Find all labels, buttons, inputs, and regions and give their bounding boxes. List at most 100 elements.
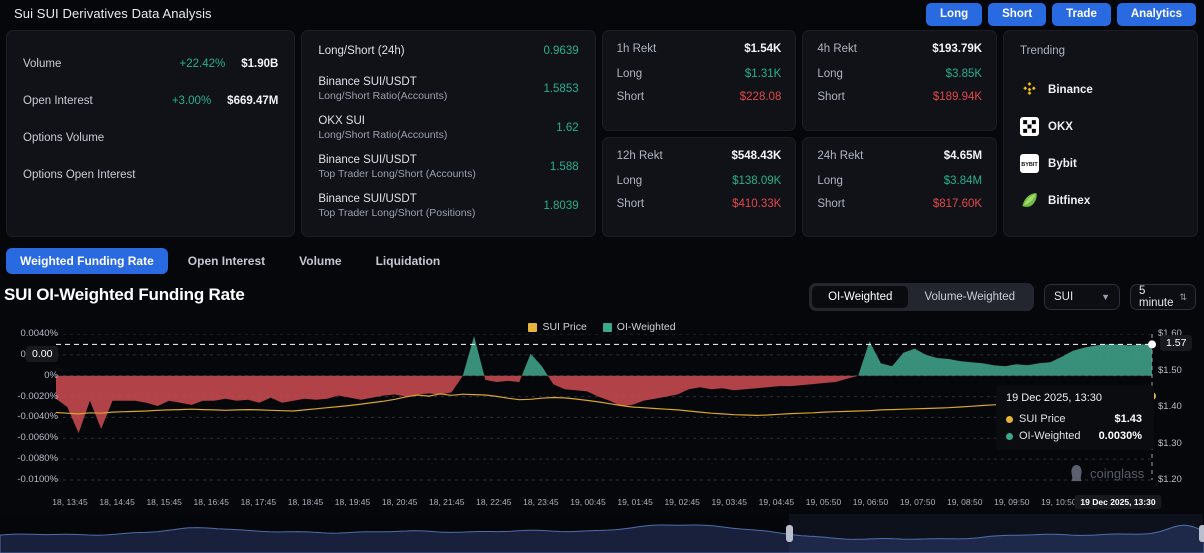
top-actions: Long Short Trade Analytics — [926, 3, 1196, 26]
right-axis-badge: 1.57 — [1160, 335, 1193, 352]
rekt-title: 1h Rekt — [616, 43, 657, 55]
legend-item-oi-weighted[interactable]: OI-Weighted — [602, 321, 676, 333]
x-axis-tick: 19, 01:45 — [617, 497, 653, 507]
y2-axis-tick: $1.30 — [1158, 437, 1182, 449]
stat-label: Open Interest — [23, 94, 93, 107]
navigator-window[interactable] — [788, 514, 1203, 553]
x-axis-tick: 19, 09:50 — [994, 497, 1030, 507]
y-axis-tick: -0.0100% — [17, 474, 58, 485]
chart-title: SUI OI-Weighted Funding Rate — [4, 285, 245, 304]
symbol-select[interactable]: SUI ▼ — [1044, 284, 1120, 310]
lsr-row: Binance SUI/USDT Long/Short Ratio(Accoun… — [318, 69, 578, 108]
trending-item-bitfinex[interactable]: Bitfinex — [1020, 182, 1181, 219]
weighting-toggle: OI-Weighted Volume-Weighted — [809, 283, 1034, 311]
watermark: coinglass — [1068, 464, 1144, 483]
tooltip-label: OI-Weighted — [1019, 430, 1081, 442]
svg-text:BYBIT: BYBIT — [1021, 162, 1038, 168]
x-axis-tick: 19, 10:50 — [1041, 497, 1077, 507]
x-axis-tick: 18, 17:45 — [240, 497, 277, 507]
lsr-value: 1.5853 — [543, 83, 579, 95]
lsr-value: 1.62 — [556, 122, 579, 134]
funding-rate-chart[interactable] — [0, 333, 1204, 514]
interval-select-value: 5 minute — [1139, 285, 1174, 309]
y2-axis-tick: $1.20 — [1158, 474, 1182, 485]
bitfinex-icon — [1022, 193, 1037, 207]
long-button[interactable]: Long — [926, 3, 983, 26]
legend-label: OI-Weighted — [616, 321, 676, 333]
interval-select[interactable]: 5 minute ⇅ — [1130, 284, 1196, 310]
stat-row-volume: Volume +22.42% $1.90B — [23, 45, 278, 82]
stat-row-options-open-interest: Options Open Interest — [23, 156, 278, 193]
x-axis-tick: 18, 14:45 — [99, 497, 135, 507]
navigator-handle-left[interactable] — [785, 525, 793, 542]
summary-cards: Volume +22.42% $1.90B Open Interest +3.0… — [6, 30, 1198, 237]
tooltip-time: 19 Dec 2025, 13:30 — [1006, 392, 1103, 404]
chart-tabs: Weighted Funding Rate Open Interest Volu… — [6, 248, 454, 274]
tooltip-row-sui-price: SUI Price $1.43 — [1006, 413, 1142, 425]
stat-change: +22.42% — [179, 57, 226, 70]
rekt-long-label: Long — [616, 174, 643, 187]
x-axis-tick: 19, 00:45 — [570, 497, 606, 507]
trending-item-label: Bitfinex — [1048, 194, 1091, 207]
rekt-total: $4.65M — [943, 149, 983, 162]
navigator-handle-right[interactable] — [1198, 525, 1204, 542]
rekt-short-label: Short — [817, 91, 845, 103]
rekt-title: 12h Rekt — [616, 149, 663, 162]
volume-weighted-option[interactable]: Volume-Weighted — [924, 291, 1015, 303]
okx-icon — [1020, 117, 1040, 136]
rekt-long-label: Long — [817, 68, 843, 80]
chart-controls: OI-Weighted Volume-Weighted SUI ▼ 5 minu… — [809, 283, 1196, 311]
x-axis-tick: 18, 16:45 — [193, 497, 229, 507]
short-button[interactable]: Short — [988, 3, 1047, 26]
x-axis: 18, 13:45 18, 14:45 18, 15:45 18, 16:45 18, … — [0, 497, 1204, 511]
tab-open-interest[interactable]: Open Interest — [187, 254, 266, 268]
lsr-title: Binance SUI/USDT — [318, 193, 417, 205]
trade-button[interactable]: Trade — [1052, 3, 1111, 26]
legend-item-sui-price[interactable]: SUI Price — [528, 321, 587, 333]
lsr-value: 1.8039 — [543, 200, 579, 212]
tooltip-value: $1.43 — [1114, 413, 1142, 425]
chevron-down-icon: ▼ — [1101, 292, 1110, 302]
x-axis-tick: 19, 02:45 — [664, 497, 700, 507]
left-axis-badge: 0.00 — [26, 345, 59, 362]
stats-card: Volume +22.42% $1.90B Open Interest +3.0… — [6, 30, 296, 237]
tooltip-value: 0.0030% — [1098, 430, 1142, 442]
chart-canvas — [55, 333, 1156, 481]
lsr-row: Binance SUI/USDT Top Trader Long/Short (… — [318, 186, 578, 225]
rekt-total: $548.43K — [731, 149, 782, 162]
lsr-subtitle: Top Trader Long/Short (Accounts) — [318, 168, 476, 180]
trending-item-okx[interactable]: OKX — [1020, 108, 1181, 145]
x-axis-badge: 19 Dec 2025, 13:30 — [1074, 495, 1162, 509]
trending-item-binance[interactable]: Binance — [1020, 71, 1181, 108]
lsr-row: OKX SUI Long/Short Ratio(Accounts) 1.62 — [318, 108, 578, 147]
analytics-button[interactable]: Analytics — [1116, 3, 1196, 26]
y2-axis-tick: $1.40 — [1158, 401, 1182, 412]
rekt-title: 24h Rekt — [817, 149, 864, 162]
tab-weighted-funding-rate[interactable]: Weighted Funding Rate — [6, 248, 168, 274]
tab-liquidation[interactable]: Liquidation — [375, 254, 441, 268]
chart-navigator[interactable] — [0, 514, 1204, 553]
x-axis-tick: 18, 19:45 — [334, 497, 371, 507]
x-axis-tick: 19, 05:50 — [805, 497, 842, 507]
x-axis-tick: 19, 03:45 — [711, 497, 747, 507]
tab-volume[interactable]: Volume — [299, 254, 342, 268]
long-short-card: Long/Short (24h) 0.9639 Binance SUI/USDT… — [301, 30, 596, 237]
x-axis-tick: 18, 22:45 — [476, 497, 512, 507]
x-axis-tick: 19, 08:50 — [946, 497, 983, 507]
trending-item-label: Binance — [1048, 83, 1093, 96]
stat-value: $1.90B — [241, 57, 279, 70]
tooltip-row-oi-weighted: OI-Weighted 0.0030% — [1006, 430, 1142, 442]
chart-legend: SUI Price OI-Weighted — [0, 321, 1204, 333]
x-axis-tick: 18, 13:45 — [52, 497, 88, 507]
navigator-canvas — [0, 524, 1204, 553]
y-axis-tick: -0.0040% — [17, 411, 58, 423]
top-bar: Sui SUI Derivatives Data Analysis Long S… — [0, 0, 1204, 28]
symbol-select-value: SUI — [1054, 291, 1074, 303]
oi-weighted-option[interactable]: OI-Weighted — [812, 286, 909, 308]
lsr-subtitle: Top Trader Long/Short (Positions) — [318, 207, 476, 219]
trending-item-label: OKX — [1048, 120, 1073, 133]
trending-item-bybit[interactable]: BYBIT Bybit — [1020, 145, 1181, 182]
chevron-updown-icon: ⇅ — [1179, 291, 1187, 302]
trending-title: Trending — [1020, 45, 1066, 57]
